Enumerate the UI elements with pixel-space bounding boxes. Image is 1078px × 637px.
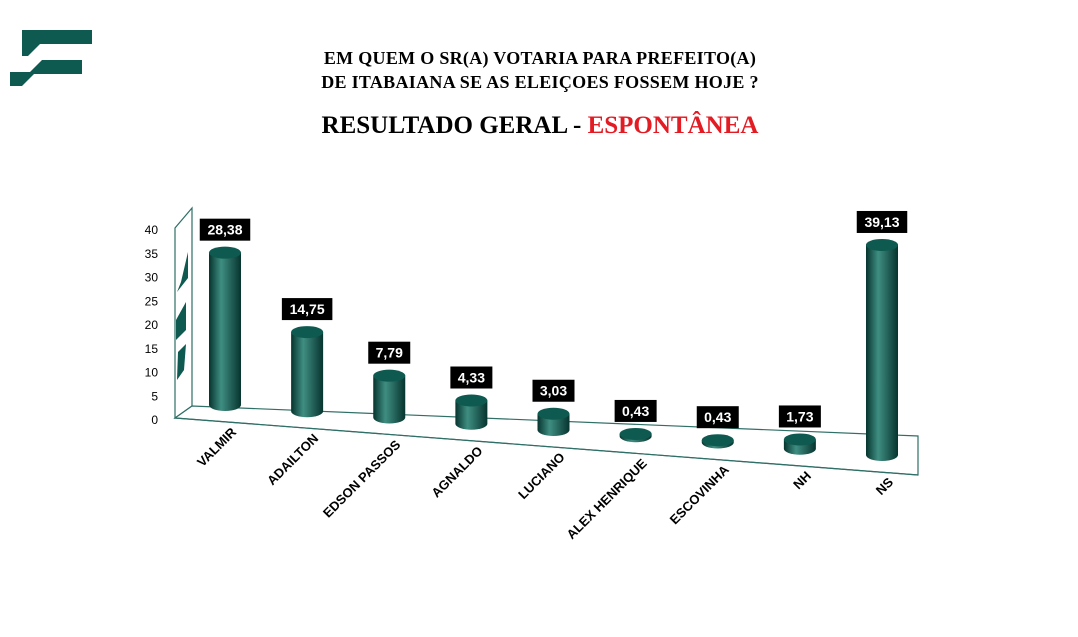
y-axis: 0 5 10 15 20 25 30 35 40	[145, 223, 159, 427]
y-tick-label: 35	[145, 247, 159, 261]
company-logo	[10, 30, 92, 86]
bar-top-8	[866, 238, 898, 251]
bar-top-5	[619, 427, 652, 440]
floor-front-edge	[174, 417, 919, 476]
data-label-5: 0,43	[622, 403, 649, 419]
bar-top-4	[537, 407, 570, 420]
data-label-box-6	[696, 406, 739, 429]
data-label-8: 39,13	[864, 214, 899, 230]
y-tick-label: 20	[145, 318, 159, 332]
bar-top-1	[291, 326, 324, 339]
data-label-box-3	[450, 366, 493, 389]
x-tick-label-6: ESCOVINHA	[667, 462, 733, 528]
y-tick-label: 15	[145, 342, 159, 356]
subtitle-main: RESULTADO GERAL -	[321, 112, 588, 139]
x-tick-label-5: ALEX HENRIQUE	[564, 456, 650, 542]
bar-top-0	[209, 246, 241, 259]
y-tick-label: 25	[145, 294, 159, 308]
subtitle-accent: ESPONTÂNEA	[587, 112, 759, 139]
bar-8	[866, 244, 898, 461]
x-tick-label-1: ADAILTON	[264, 431, 321, 488]
bar-top-7	[783, 433, 816, 446]
data-label-box-5	[614, 399, 657, 422]
data-label-3: 4,33	[458, 370, 485, 386]
logo-lower-stroke	[10, 60, 82, 86]
bars-group: 28,38 14,75 7,79 4,33 3,03 0,43 0,43 1,73 39,13	[199, 210, 908, 461]
bar-3	[455, 400, 488, 430]
data-label-1: 14,75	[290, 301, 325, 317]
data-label-4: 3,03	[540, 383, 567, 399]
data-label-box-8	[856, 210, 908, 233]
bar-0	[209, 252, 241, 411]
chart-subtitle: RESULTADO GERAL - ESPONTÂNEA	[180, 112, 900, 140]
bar-2	[373, 375, 406, 424]
y-tick-label: 30	[145, 271, 159, 285]
logo-upper-stroke	[22, 30, 92, 56]
x-tick-label-0: VALMIR	[194, 424, 240, 470]
chart-frame	[173, 206, 919, 476]
data-label-7: 1,73	[786, 408, 813, 424]
bar-top-6	[701, 434, 734, 447]
bar-top-3	[455, 394, 488, 407]
x-tick-label-3: AGNALDO	[428, 443, 485, 500]
data-label-box-0	[199, 218, 251, 241]
x-tick-label-4: LUCIANO	[515, 450, 567, 502]
bar-1	[291, 332, 324, 418]
x-tick-label-2: EDSON PASSOS	[320, 437, 404, 521]
data-label-box-1	[281, 298, 333, 321]
data-label-box-4	[532, 379, 575, 402]
x-tick-label-7: NH	[790, 468, 814, 492]
question-line-1: EM QUEM O SR(A) VOTARIA PARA PREFEITO(A)	[323, 48, 757, 68]
data-label-2: 7,79	[376, 345, 403, 361]
y-tick-label: 0	[151, 413, 158, 427]
wall-logo-stroke-2	[176, 302, 186, 340]
y-tick-label: 40	[145, 223, 159, 237]
x-tick-label-8: NS	[873, 474, 897, 498]
bar-top-2	[373, 369, 406, 382]
data-label-box-7	[778, 405, 821, 428]
bar-4	[537, 413, 570, 437]
wall-logo-stroke-3	[177, 344, 186, 380]
data-label-box-2	[368, 341, 411, 364]
wall-logo-stroke-1	[177, 252, 188, 292]
y-tick-label: 10	[145, 366, 159, 380]
data-label-0: 28,38	[207, 222, 242, 238]
data-label-6: 0,43	[704, 409, 731, 425]
question-line-2: DE ITABAIANA SE AS ELEIÇOES FOSSEM HOJE …	[321, 72, 759, 92]
y-tick-label: 5	[151, 389, 158, 403]
